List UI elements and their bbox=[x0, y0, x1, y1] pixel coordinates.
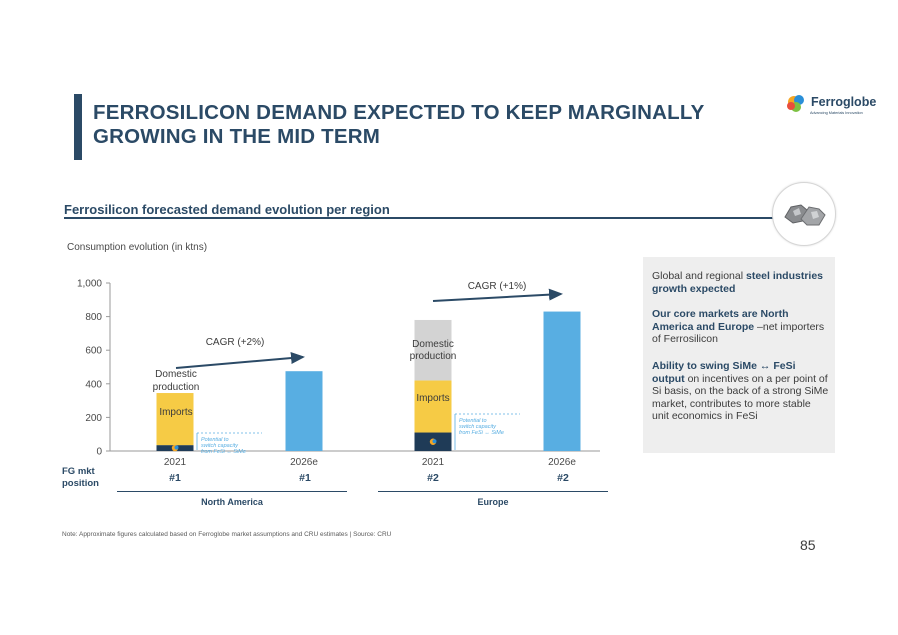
side-point-3: Ability to swing SiMe ↔ FeSi output on i… bbox=[652, 360, 830, 423]
domestic-label-eu-2: production bbox=[410, 351, 457, 362]
x-tick-label: 2021 bbox=[164, 457, 187, 468]
switch-note-line-1-na: Potential to bbox=[201, 437, 229, 443]
cagr-arrow-na bbox=[175, 352, 305, 369]
title-accent-bar bbox=[74, 94, 82, 160]
switch-note-line-2-eu: switch capacity bbox=[459, 424, 497, 430]
cagr-arrow-eu bbox=[432, 288, 563, 302]
switch-note-line-1-eu: Potential to bbox=[459, 418, 487, 424]
y-tick-label: 800 bbox=[85, 312, 102, 323]
y-tick-label: 0 bbox=[96, 447, 102, 458]
switch-note-line-3-eu: from FeSi ↔ SiMe bbox=[459, 430, 504, 436]
domestic-label-eu-1: Domestic bbox=[412, 339, 454, 350]
imports-label-eu: Imports bbox=[416, 393, 449, 404]
side-point-1: Global and regional steel industries gro… bbox=[652, 270, 830, 295]
rank-na-2021: #1 bbox=[169, 472, 181, 484]
rank-eu-2021: #2 bbox=[427, 472, 439, 484]
fg-market-position-label: FG mkt position bbox=[62, 466, 99, 490]
ferrosilicon-rock-image bbox=[772, 182, 836, 246]
side-panel bbox=[643, 257, 835, 453]
forecast-bar bbox=[543, 311, 581, 451]
region-label-eu: Europe bbox=[477, 497, 509, 507]
fg-label-line-1: FG mkt bbox=[62, 466, 95, 477]
y-tick-label: 400 bbox=[85, 379, 102, 390]
x-tick-label: 2026e bbox=[290, 457, 318, 468]
forecast-bar bbox=[285, 371, 323, 451]
chart-subtitle: Consumption evolution (in ktns) bbox=[67, 242, 208, 253]
footnote: Note: Approximate figures calculated bas… bbox=[62, 531, 392, 538]
cagr-label-eu: CAGR (+1%) bbox=[468, 281, 527, 292]
fg-label-line-2: position bbox=[62, 478, 99, 489]
side-point-1-text: Global and regional bbox=[652, 270, 746, 282]
section-divider bbox=[64, 217, 794, 219]
switch-note-line-3-na: from FeSi ↔ SiMe bbox=[201, 449, 246, 455]
rank-na-2026: #1 bbox=[299, 472, 311, 484]
side-point-2-bold: Our core markets are North America and E… bbox=[652, 308, 789, 333]
logo-tagline: Advancing Materials Innovation bbox=[810, 111, 863, 115]
domestic-label-na-1: Domestic bbox=[155, 369, 197, 380]
ferroglobe-marker-inner bbox=[432, 439, 437, 444]
imports-segment bbox=[414, 380, 452, 433]
imports-segment bbox=[156, 393, 194, 446]
domestic-label-na-2: production bbox=[153, 382, 200, 393]
y-tick-label: 1,000 bbox=[77, 279, 102, 290]
x-tick-label: 2021 bbox=[422, 457, 445, 468]
imports-label-na: Imports bbox=[159, 407, 192, 418]
switch-note-line-2-na: switch capacity bbox=[201, 443, 239, 449]
cagr-label-na: CAGR (+2%) bbox=[206, 337, 265, 348]
side-point-2: Our core markets are North America and E… bbox=[652, 308, 830, 346]
y-tick-label: 600 bbox=[85, 346, 102, 357]
side-point-2-text: –net importers of Ferrosilicon bbox=[652, 320, 825, 346]
page-number: 85 bbox=[800, 537, 816, 553]
domestic-segment bbox=[414, 319, 452, 381]
ferroglobe-logo bbox=[787, 95, 804, 112]
section-title: Ferrosilicon forecasted demand evolution… bbox=[64, 202, 390, 217]
region-line-na bbox=[117, 491, 347, 492]
ferroglobe-marker-inner bbox=[174, 445, 179, 450]
region-label-na: North America bbox=[201, 497, 263, 507]
side-point-3-text: on incentives on a per point of Si basis… bbox=[652, 372, 829, 423]
logo-circle-red bbox=[787, 102, 795, 110]
side-point-3-bold: Ability to swing SiMe ↔ FeSi output bbox=[652, 360, 796, 385]
y-tick-label: 200 bbox=[85, 413, 102, 424]
x-tick-label: 2026e bbox=[548, 457, 576, 468]
side-point-1-bold: steel industries growth expected bbox=[652, 270, 824, 295]
page-title: FERROSILICON DEMAND EXPECTED TO KEEP MAR… bbox=[93, 101, 705, 148]
rank-eu-2026: #2 bbox=[557, 472, 569, 484]
region-line-eu bbox=[378, 491, 608, 492]
logo-name: Ferroglobe bbox=[811, 95, 877, 109]
